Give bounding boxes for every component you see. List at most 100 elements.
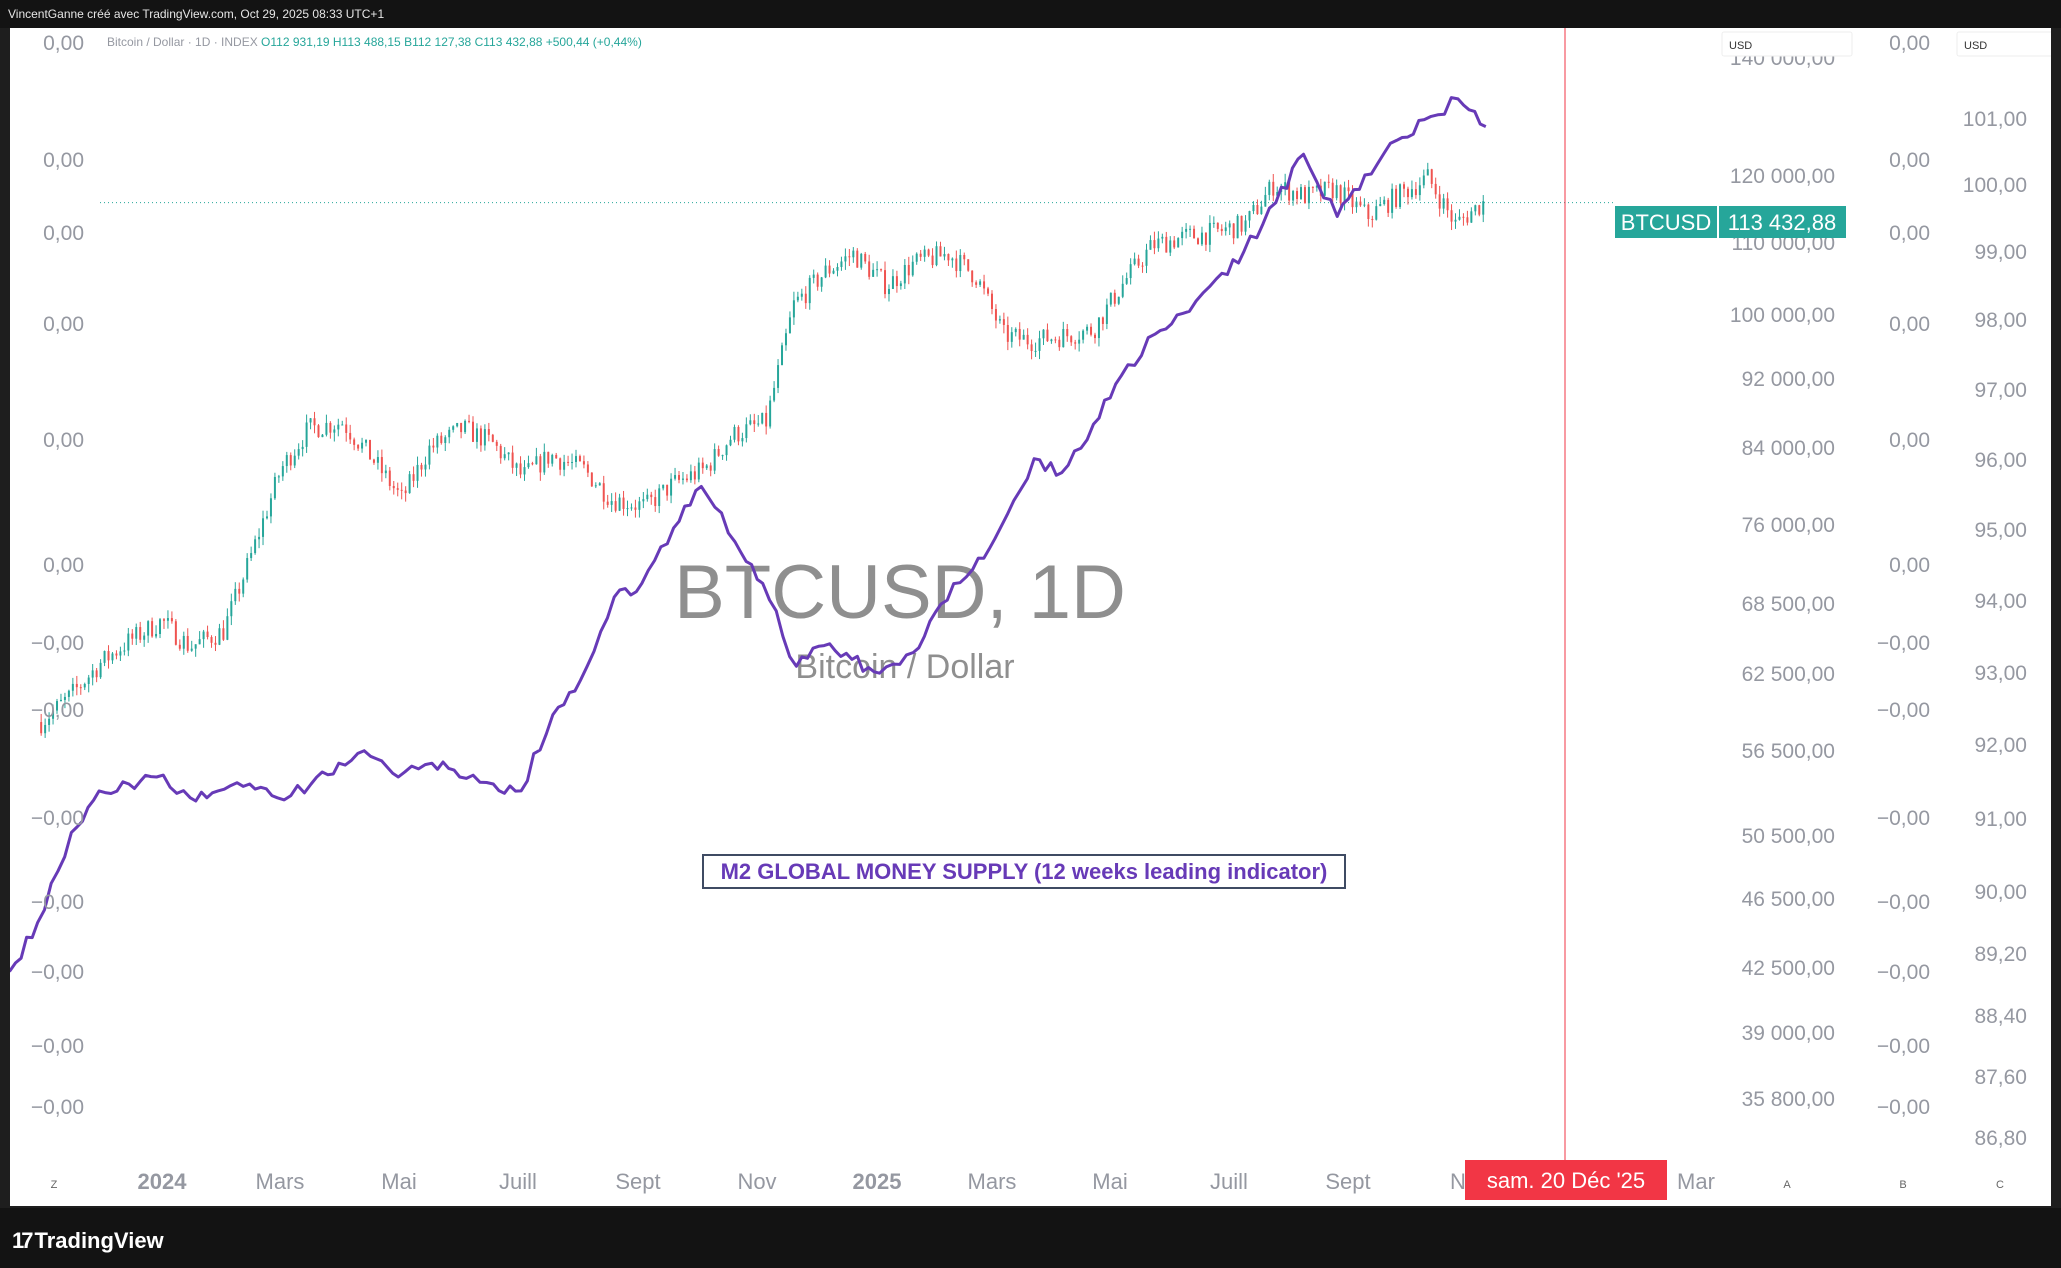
candle-body — [943, 254, 946, 257]
candle — [404, 486, 407, 502]
candle — [891, 269, 894, 290]
candle-body — [71, 683, 74, 691]
candle — [990, 290, 993, 315]
candle-body — [1418, 185, 1421, 196]
candle — [1240, 215, 1243, 236]
candle — [792, 291, 795, 325]
candle-body — [1462, 216, 1465, 218]
candle-body — [606, 501, 609, 505]
candle-body — [337, 424, 340, 430]
m2-axis-tick: 101,00 — [1963, 108, 2027, 131]
candle — [368, 439, 371, 460]
candle — [1292, 189, 1295, 206]
candle — [769, 395, 772, 429]
candle — [186, 628, 189, 653]
candle — [1466, 210, 1469, 226]
candle-body — [170, 618, 173, 622]
candle-body — [222, 628, 225, 640]
candle-body — [804, 293, 807, 304]
x-axis-tick: Nov — [737, 1169, 776, 1194]
candle — [305, 414, 308, 453]
candle-body — [1383, 199, 1386, 205]
price-axis-tick: 92 000,00 — [1742, 368, 1835, 391]
tradingview-logo[interactable]: 17 TradingView — [12, 1228, 164, 1254]
candle — [1315, 184, 1318, 192]
candle-body — [1343, 187, 1346, 204]
candle-body — [1470, 211, 1473, 223]
candle-body — [527, 463, 530, 468]
candle-body — [907, 264, 910, 276]
candle — [475, 423, 478, 449]
candle — [1296, 187, 1299, 205]
candle-body — [1414, 189, 1417, 196]
candle-body — [412, 474, 415, 481]
candle — [1355, 197, 1358, 213]
candle-body — [456, 422, 459, 427]
candle-body — [1058, 339, 1061, 348]
candle — [198, 631, 201, 645]
candle-body — [666, 484, 669, 496]
candle — [1058, 336, 1061, 351]
candle-body — [1082, 330, 1085, 340]
candle — [1470, 207, 1473, 223]
candle-body — [860, 253, 863, 268]
candle-body — [1018, 328, 1021, 340]
candle — [840, 256, 843, 271]
candle-body — [761, 412, 764, 424]
candle — [448, 426, 451, 444]
zero-axis-left-tick: 0,00 — [43, 222, 84, 245]
candle — [626, 500, 629, 517]
candle-body — [139, 627, 142, 640]
candle — [812, 269, 815, 284]
candle-body — [567, 461, 570, 463]
candle-body — [317, 425, 320, 438]
candle-body — [1169, 240, 1172, 253]
candle-body — [131, 633, 134, 639]
x-axis-tick: 2025 — [853, 1169, 902, 1194]
candle-body — [1090, 326, 1093, 335]
candle — [674, 467, 677, 481]
candle-body — [531, 463, 534, 465]
candle-body — [741, 438, 744, 442]
candle — [1054, 336, 1057, 344]
candle — [788, 311, 791, 334]
candle-body — [281, 466, 284, 477]
candle — [1014, 327, 1017, 337]
candle-body — [242, 579, 245, 594]
candle — [1252, 201, 1255, 215]
candle — [1268, 179, 1271, 201]
candle-body — [1307, 186, 1310, 204]
candle — [115, 650, 118, 660]
candle — [582, 455, 585, 469]
candle — [440, 432, 443, 445]
candle — [1228, 220, 1231, 236]
candle-body — [1204, 232, 1207, 245]
chart-frame[interactable]: BTCUSD, 1D Bitcoin / Dollar 0,00 0,00 0,00 0… — [0, 28, 2061, 1206]
candle — [1375, 199, 1378, 221]
candle — [1458, 209, 1461, 221]
candle — [713, 443, 716, 475]
candle-body — [186, 635, 189, 651]
candle-body — [650, 494, 653, 498]
crosshair-date-box — [1465, 1160, 1667, 1200]
candle-body — [923, 249, 926, 257]
currency-box — [1956, 31, 2061, 57]
candle — [979, 279, 982, 287]
candle-body — [1220, 228, 1223, 232]
candle — [1303, 185, 1306, 204]
candle-body — [582, 461, 585, 465]
candle — [162, 618, 165, 629]
candle — [646, 488, 649, 502]
candle-body — [681, 478, 684, 480]
candle-body — [159, 619, 162, 634]
candle-body — [1002, 319, 1005, 325]
candle-body — [749, 420, 752, 425]
candle — [182, 631, 185, 655]
candle-body — [301, 446, 304, 450]
currency-label: USD — [1729, 40, 1752, 52]
candle-body — [1430, 169, 1433, 184]
candle — [765, 405, 768, 435]
candle — [178, 639, 181, 651]
candle-body — [555, 454, 558, 459]
